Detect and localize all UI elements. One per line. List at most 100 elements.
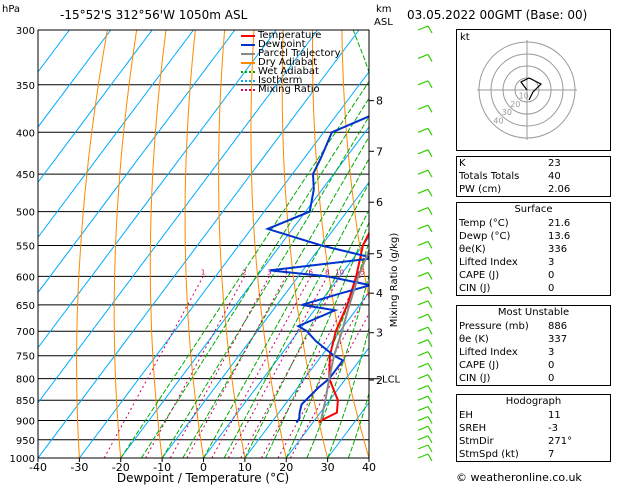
wind-barb — [417, 435, 429, 441]
x-tick-label: 0 — [200, 461, 207, 474]
wind-barb — [417, 25, 429, 31]
y-axis-label-mixing: Mixing Ratio (g/kg) — [389, 233, 400, 328]
wet-adiabat-line — [347, 391, 369, 458]
dry-adiabat-line — [184, 30, 204, 458]
isotherm-line — [38, 30, 319, 404]
legend-label: Dry Adiabat — [258, 57, 318, 68]
table-row: CIN (J) 0 — [457, 282, 610, 295]
table-row: CAPE (J) 0 — [457, 359, 610, 372]
legend-swatch — [241, 88, 255, 91]
pressure-tick-label: 700 — [16, 327, 35, 338]
x-tick-label: 10 — [238, 461, 252, 474]
wind-barb — [427, 224, 433, 233]
wind-barb — [417, 385, 429, 391]
pressure-tick-label: 950 — [16, 436, 35, 447]
mixing-ratio-label: 2 — [242, 268, 246, 276]
dry-adiabat-line — [218, 30, 246, 458]
mixing-ratio-line — [211, 276, 312, 458]
row-label: Lifted Index — [459, 257, 518, 268]
wind-barb — [417, 362, 429, 368]
dry-adiabat-line — [250, 30, 287, 458]
isotherm-line — [120, 126, 369, 458]
pressure-tick-label: 350 — [16, 81, 35, 92]
isotherm-line — [38, 30, 153, 183]
km-tick-label: 7 — [376, 145, 383, 158]
x-tick-label: 40 — [362, 461, 376, 474]
wind-barb — [427, 169, 433, 178]
hodograph-ring-label: 20 — [510, 100, 520, 109]
row-label: Lifted Index — [459, 347, 518, 358]
wind-barb — [417, 374, 429, 380]
table-row: PW (cm) 2.06 — [457, 183, 610, 196]
row-label: Dewp (°C) — [459, 231, 511, 242]
dry-adiabat-line — [371, 30, 452, 458]
x-tick-label: 20 — [279, 461, 293, 474]
wind-barb — [427, 326, 433, 335]
mixing-ratio-label: 10 — [335, 268, 344, 276]
hodograph-ring-label: 40 — [493, 117, 503, 126]
row-value: 271° — [548, 436, 573, 447]
km-tick-label: 2 — [376, 374, 383, 387]
km-tick-label: 3 — [376, 327, 383, 340]
hodograph-ring-label: 10 — [519, 91, 529, 100]
row-label: θe (K) — [459, 334, 489, 345]
row-value: 2.06 — [548, 184, 571, 195]
wind-barb — [427, 105, 433, 113]
x-tick-label: -40 — [29, 461, 47, 474]
wind-barb — [427, 453, 433, 462]
wind-barb — [417, 80, 429, 86]
location-title: -15°52'S 312°56'W 1050m ASL — [60, 8, 248, 22]
row-value: 3 — [548, 257, 555, 268]
wind-barb — [427, 416, 433, 424]
hodograph-unit: kt — [460, 32, 470, 43]
wind-barb — [427, 425, 433, 434]
legend-item: Parcel Trajectory — [241, 49, 341, 59]
legend-label: Isotherm — [258, 75, 303, 86]
km-tick-label: 4 — [376, 287, 383, 300]
series-parcel-trajectory — [320, 248, 369, 421]
table-row: StmSpd (kt) 7 — [457, 448, 610, 461]
row-value: 0 — [548, 283, 555, 294]
isotherm-line — [285, 346, 369, 458]
isotherm-line — [78, 71, 369, 458]
isotherm-line — [38, 30, 236, 294]
km-tick-label: 6 — [376, 196, 383, 209]
table-row: StmDir 271° — [457, 435, 610, 448]
table-row: Totals Totals 40 — [457, 170, 610, 183]
wind-barb — [417, 425, 429, 431]
row-value: 40 — [548, 171, 561, 182]
lcl-label: LCL — [382, 375, 401, 386]
pressure-tick-label: 500 — [16, 208, 35, 219]
row-label: CAPE (J) — [459, 270, 500, 281]
row-label: Totals Totals — [459, 171, 520, 182]
wind-barb — [427, 385, 433, 393]
wind-barb — [417, 169, 429, 175]
wind-barb — [417, 286, 429, 292]
row-value: 0 — [548, 270, 555, 281]
wind-barb — [417, 224, 429, 230]
wind-barb — [427, 313, 433, 322]
isotherm-line — [161, 181, 369, 458]
wind-barb — [427, 351, 433, 360]
row-value: 13.6 — [548, 231, 571, 242]
wind-barb — [417, 300, 429, 306]
pressure-tick-label: 400 — [16, 128, 35, 139]
isotherm-line — [38, 30, 277, 349]
pressure-tick-label: 800 — [16, 375, 35, 386]
legend: Temperature Dewpoint Parcel Trajectory Dry … — [241, 31, 341, 95]
dry-adiabat-line — [341, 30, 369, 302]
wind-barb — [417, 240, 429, 247]
km-tick-label: 5 — [376, 248, 383, 261]
row-label: Pressure (mb) — [459, 321, 529, 332]
wind-barb — [417, 271, 429, 277]
wind-barb — [427, 406, 433, 414]
legend-item: Dewpoint — [241, 40, 341, 50]
row-value: 337 — [548, 334, 568, 345]
row-label: K — [459, 158, 466, 169]
wet-adiabat-line — [244, 208, 369, 458]
wind-barb — [417, 188, 429, 194]
row-value: 7 — [548, 449, 555, 460]
dry-adiabat-line — [311, 30, 369, 458]
legend-item: Isotherm — [241, 75, 341, 86]
